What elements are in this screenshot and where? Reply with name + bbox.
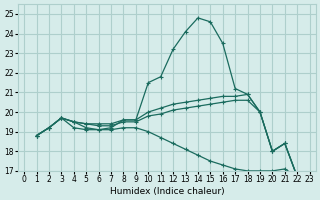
X-axis label: Humidex (Indice chaleur): Humidex (Indice chaleur) <box>109 187 224 196</box>
